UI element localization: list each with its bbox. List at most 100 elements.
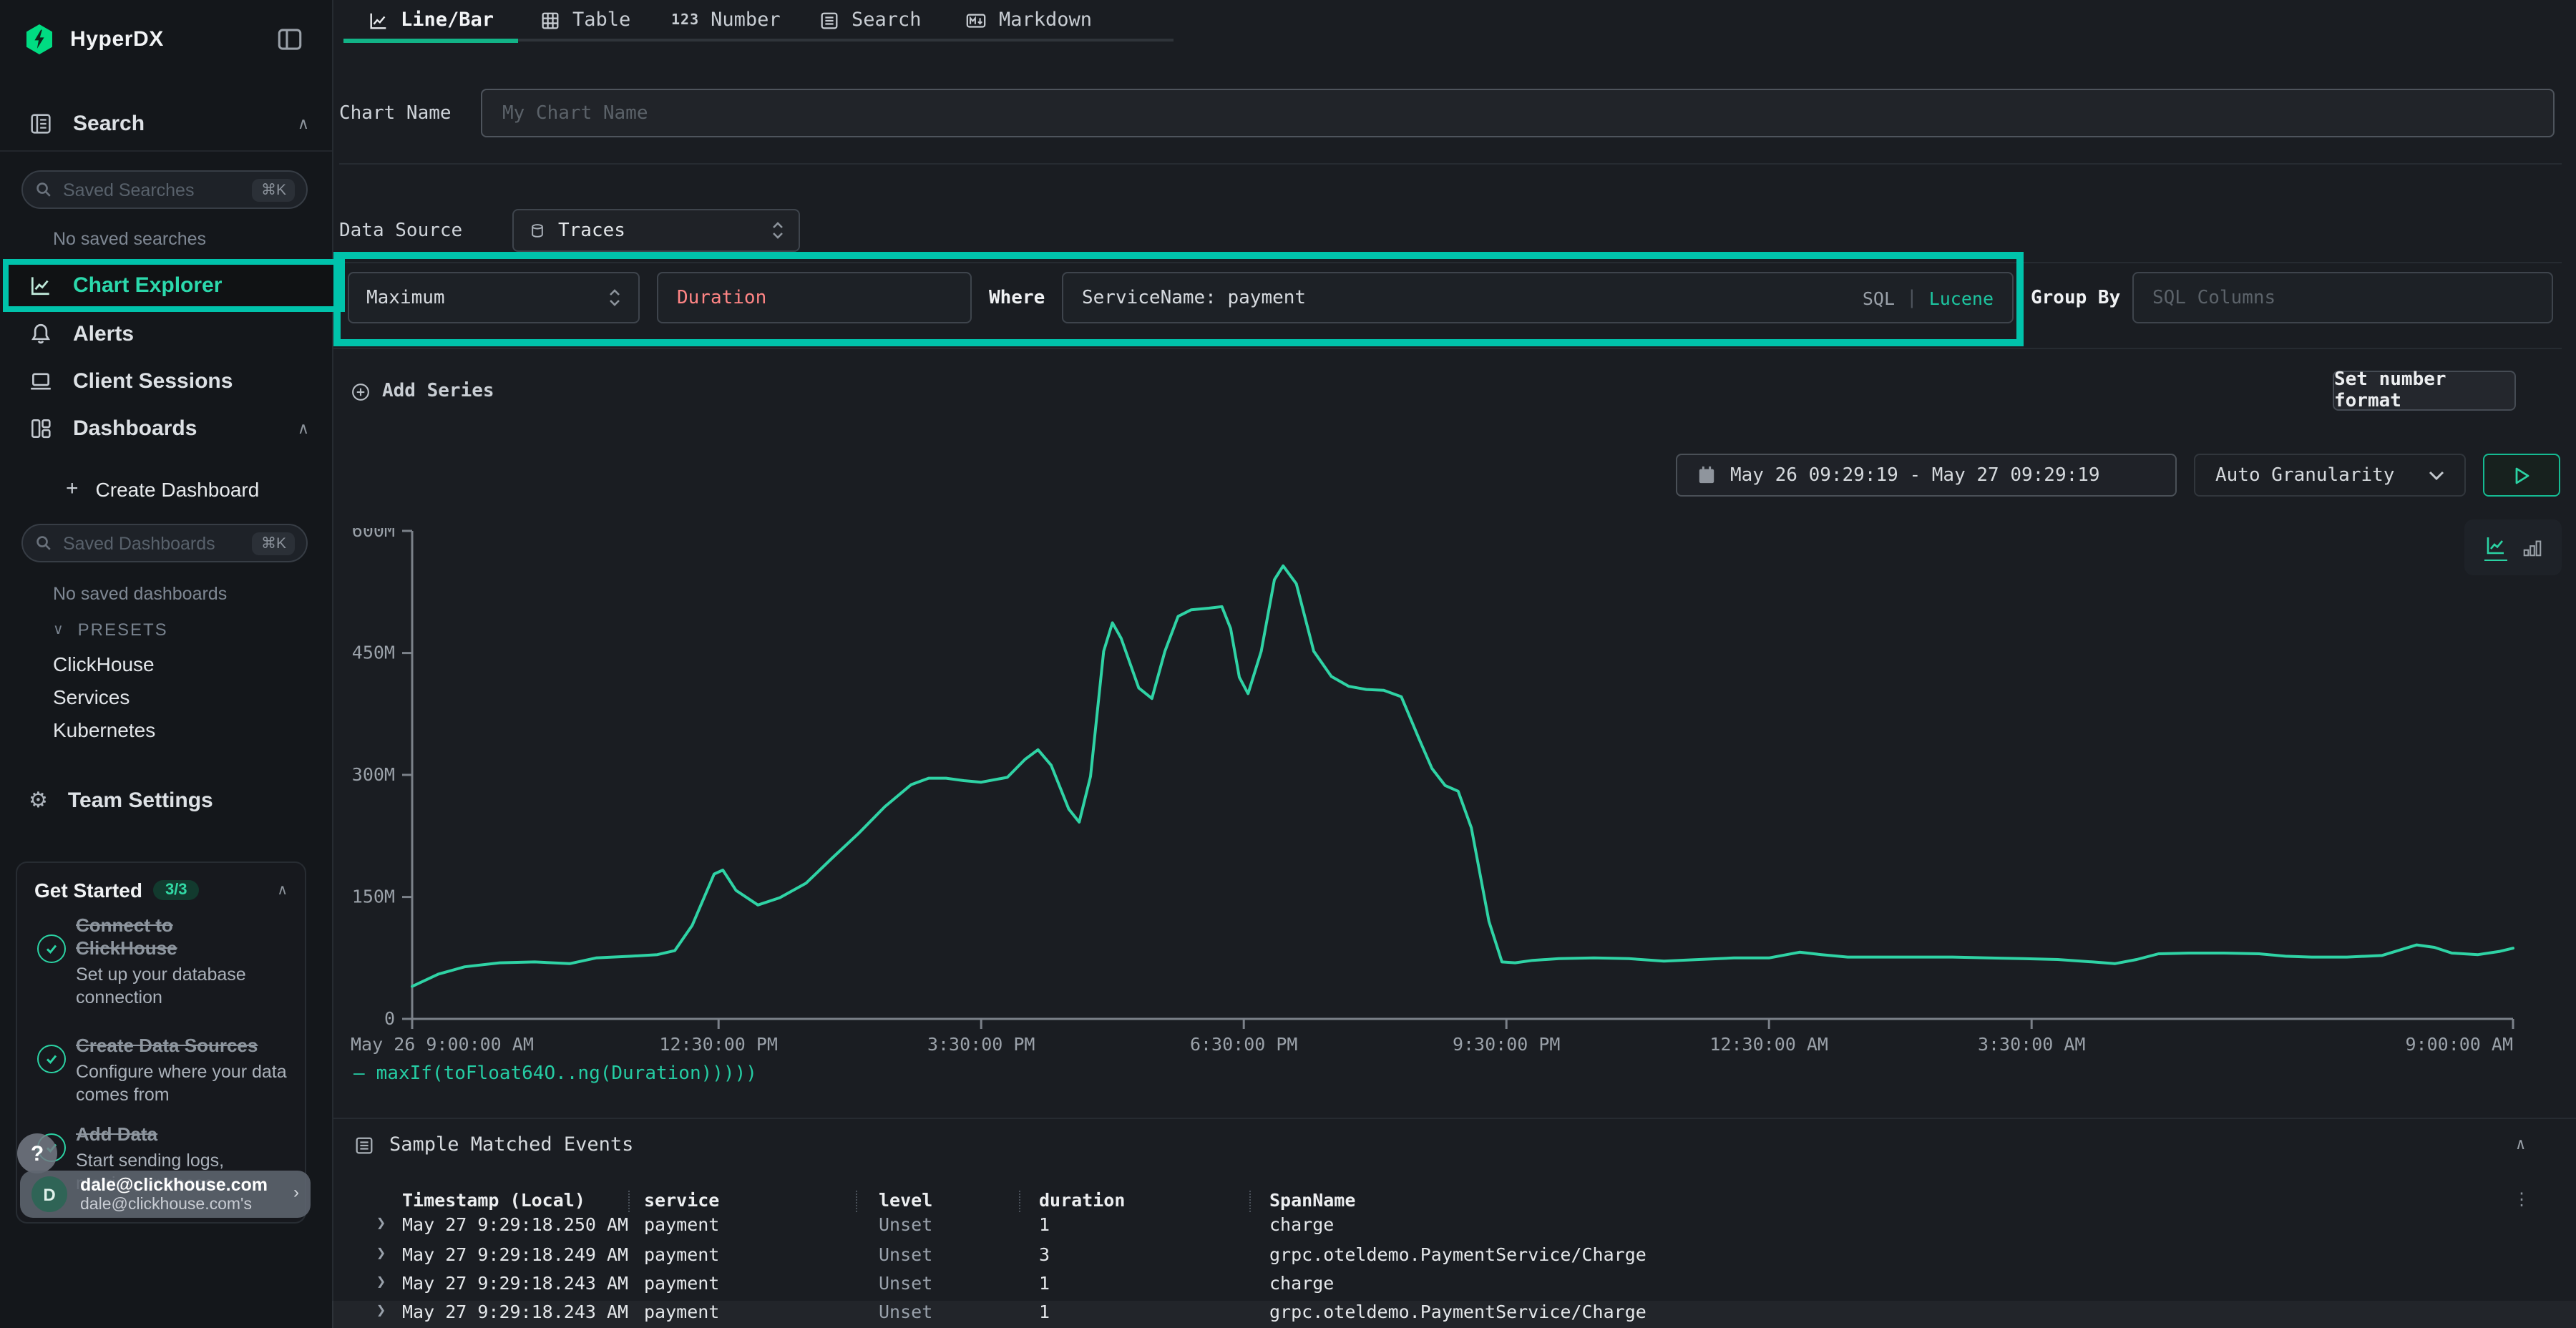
expand-chevron-icon[interactable]: ❯ xyxy=(376,1214,386,1232)
tab-line-bar[interactable]: Line/Bar xyxy=(368,9,494,31)
create-dashboard-button[interactable]: + Create Dashboard xyxy=(66,477,259,501)
create-dashboard-label: Create Dashboard xyxy=(96,477,260,500)
tab-label: Table xyxy=(572,9,630,31)
granularity-select[interactable]: Auto Granularity xyxy=(2194,454,2466,497)
sidebar-item-chart-explorer[interactable]: Chart Explorer xyxy=(9,265,338,306)
play-icon xyxy=(2514,466,2529,484)
cell-duration: 1 xyxy=(1039,1301,1050,1322)
table-row[interactable]: ❯ May 27 9:29:18.250 AM payment Unset 1 … xyxy=(332,1214,2576,1242)
get-started-title: Get Started xyxy=(34,879,142,902)
sidebar: HyperDX Search ∧ Saved xyxy=(0,0,333,1328)
column-header[interactable]: service xyxy=(644,1189,719,1211)
chart-name-input[interactable]: My Chart Name xyxy=(481,89,2555,137)
sidebar-item-alerts-label: Alerts xyxy=(73,322,134,346)
sidebar-item-preset-clickhouse[interactable]: ClickHouse xyxy=(53,653,155,675)
add-series-button[interactable]: Add Series xyxy=(351,381,494,402)
table-row[interactable]: ❯ May 27 9:29:18.243 AM payment Unset 1 … xyxy=(332,1301,2576,1328)
kebab-menu-icon[interactable]: ⋮ xyxy=(2513,1189,2530,1209)
chevron-down-icon: ∨ xyxy=(53,622,64,638)
expand-chevron-icon[interactable]: ❯ xyxy=(376,1272,386,1291)
column-header[interactable]: duration xyxy=(1039,1189,1125,1211)
user-email: dale@clickhouse.com xyxy=(80,1175,268,1195)
gear-icon: ⚙ xyxy=(29,790,48,811)
tab-label: Markdown xyxy=(999,9,1092,31)
svg-text:150M: 150M xyxy=(352,887,395,907)
bar-chart-toggle[interactable] xyxy=(2521,537,2542,558)
column-header[interactable]: Timestamp (Local) xyxy=(402,1189,585,1211)
where-input[interactable]: ServiceName: payment SQL | Lucene xyxy=(1062,272,2014,323)
tab-label: Line/Bar xyxy=(401,9,494,31)
dashboards-icon xyxy=(29,416,53,441)
table-row[interactable]: ❯ May 27 9:29:18.249 AM payment Unset 3 … xyxy=(332,1244,2576,1272)
sidebar-section-search[interactable]: Search ∧ xyxy=(29,112,309,136)
lucene-mode-toggle[interactable]: Lucene xyxy=(1929,287,1994,308)
chart-legend[interactable]: — maxIf(toFloat64O..ng(Duration))))) xyxy=(353,1063,757,1085)
sidebar-collapse-button[interactable] xyxy=(276,26,303,53)
tab-label: Search xyxy=(852,9,922,31)
column-separator[interactable] xyxy=(856,1191,857,1212)
tab-number[interactable]: 123 Number xyxy=(671,9,781,31)
column-separator[interactable] xyxy=(628,1191,630,1212)
column-separator[interactable] xyxy=(1019,1191,1020,1212)
chevron-up-icon[interactable]: ∧ xyxy=(277,882,288,898)
expand-chevron-icon[interactable]: ❯ xyxy=(376,1301,386,1319)
tab-table[interactable]: Table xyxy=(540,9,630,31)
cell-level: Unset xyxy=(879,1244,932,1265)
cell-level: Unset xyxy=(879,1214,932,1235)
chevron-down-icon xyxy=(2429,470,2444,480)
column-header[interactable]: level xyxy=(879,1189,932,1211)
add-series-label: Add Series xyxy=(382,381,494,402)
chart-svg: 0150M300M450M600MMay 26 9:00:00 AM12:30:… xyxy=(348,528,2523,1072)
get-started-item-title[interactable]: Add Data xyxy=(76,1123,305,1146)
field-input[interactable]: Duration xyxy=(657,272,972,323)
events-collapse-button[interactable]: ∧ xyxy=(2516,1135,2525,1153)
user-org: dale@clickhouse.com's xyxy=(80,1196,252,1214)
presets-group-toggle[interactable]: ∨ PRESETS xyxy=(53,620,168,640)
sidebar-item-preset-services[interactable]: Services xyxy=(53,685,130,708)
aggregation-select[interactable]: Maximum xyxy=(348,272,640,323)
presets-label: PRESETS xyxy=(78,620,168,640)
list-icon xyxy=(353,1134,375,1156)
saved-dashboards-input[interactable]: Saved Dashboards ⌘K xyxy=(21,524,308,562)
column-separator[interactable] xyxy=(1249,1191,1251,1212)
sidebar-item-preset-kubernetes[interactable]: Kubernetes xyxy=(53,718,155,741)
active-tab-underline xyxy=(343,38,518,42)
cell-service: payment xyxy=(644,1301,719,1322)
svg-text:0: 0 xyxy=(384,1008,395,1029)
expand-chevron-icon[interactable]: ❯ xyxy=(376,1244,386,1262)
sidebar-item-client-sessions[interactable]: Client Sessions xyxy=(29,369,233,394)
main-content: Line/Bar Table 123 Number Search xyxy=(332,0,2576,1328)
tab-search[interactable]: Search xyxy=(819,9,922,31)
events-section-header[interactable]: Sample Matched Events xyxy=(353,1133,633,1156)
run-query-button[interactable] xyxy=(2483,454,2560,497)
help-button[interactable]: ? xyxy=(17,1133,57,1173)
check-circle-icon xyxy=(37,1045,66,1073)
tab-markdown[interactable]: Markdown xyxy=(965,9,1092,31)
get-started-item-title[interactable]: Create Data Sources xyxy=(76,1035,305,1058)
user-account-panel[interactable]: D dale@clickhouse.com dale@clickhouse.co… xyxy=(20,1171,311,1218)
chevron-up-icon: ∧ xyxy=(298,114,309,133)
sidebar-item-team-settings[interactable]: ⚙ Team Settings xyxy=(29,788,213,813)
svg-text:6:30:00 PM: 6:30:00 PM xyxy=(1190,1034,1298,1055)
cell-level: Unset xyxy=(879,1301,932,1322)
cell-service: payment xyxy=(644,1272,719,1294)
cell-timestamp: May 27 9:29:18.250 AM xyxy=(402,1214,628,1235)
set-number-format-button[interactable]: Set number format xyxy=(2333,371,2516,411)
sidebar-item-alerts[interactable]: Alerts xyxy=(29,322,134,346)
table-row[interactable]: ❯ May 27 9:29:18.243 AM payment Unset 1 … xyxy=(332,1272,2576,1301)
saved-searches-placeholder: Saved Searches xyxy=(63,180,253,200)
data-source-select[interactable]: Traces xyxy=(512,209,800,252)
cell-spanname: charge xyxy=(1269,1272,1334,1294)
sidebar-item-dashboards[interactable]: Dashboards ∧ xyxy=(29,416,309,441)
date-range-input[interactable]: May 26 09:29:19 - May 27 09:29:19 xyxy=(1676,454,2177,497)
cell-spanname: grpc.oteldemo.PaymentService/Charge xyxy=(1269,1301,1646,1322)
group-by-input[interactable]: SQL Columns xyxy=(2132,272,2553,323)
column-header[interactable]: SpanName xyxy=(1269,1189,1355,1211)
saved-dashboards-placeholder: Saved Dashboards xyxy=(63,533,253,553)
get-started-item-title[interactable]: Connect to ClickHouse xyxy=(76,914,255,960)
group-by-placeholder: SQL Columns xyxy=(2152,287,2275,308)
saved-searches-input[interactable]: Saved Searches ⌘K xyxy=(21,170,308,209)
sql-mode-toggle[interactable]: SQL xyxy=(1863,287,1895,308)
chart-name-placeholder: My Chart Name xyxy=(502,102,648,124)
tab-label: Number xyxy=(711,9,781,31)
